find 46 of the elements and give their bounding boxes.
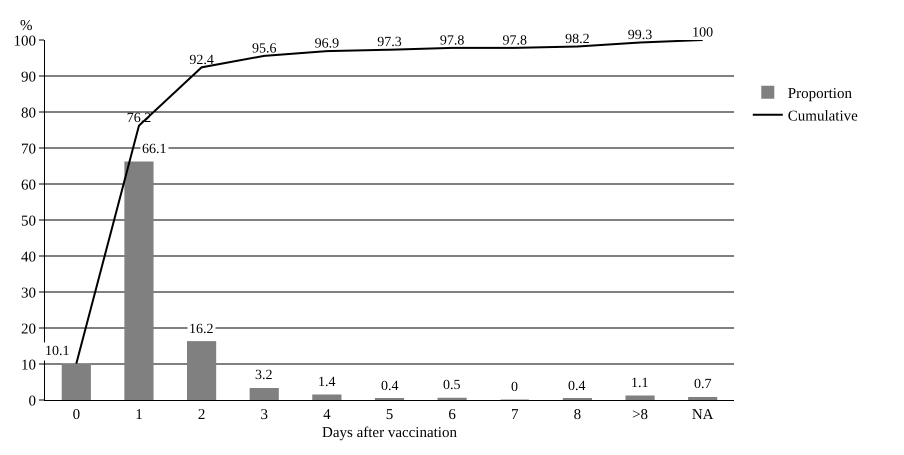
data-label: 1.4 bbox=[318, 375, 336, 390]
y-tick-label: 20 bbox=[21, 321, 36, 338]
data-label: 97.8 bbox=[502, 33, 528, 48]
y-tick-label: 100 bbox=[14, 33, 36, 50]
x-tick-label: 2 bbox=[198, 407, 206, 423]
x-tick-label: 0 bbox=[72, 407, 80, 423]
x-axis-title: Days after vaccination bbox=[322, 425, 458, 441]
x-tick-label: 6 bbox=[448, 407, 456, 423]
data-label: 16.2 bbox=[189, 322, 214, 337]
x-tick-label: 4 bbox=[323, 407, 332, 423]
data-label: 0.5 bbox=[443, 378, 460, 393]
x-tick-label: 5 bbox=[386, 407, 394, 423]
y-tick-label: 10 bbox=[21, 357, 36, 374]
data-label: 96.9 bbox=[314, 36, 340, 52]
data-label: 92.4 bbox=[189, 52, 214, 68]
y-axis-title: % bbox=[20, 18, 32, 34]
data-label: 97.8 bbox=[440, 33, 464, 48]
data-label: 99.3 bbox=[628, 28, 652, 44]
y-tick-label: 90 bbox=[21, 69, 36, 86]
y-tick-label: 50 bbox=[21, 213, 36, 230]
data-label: 10.1 bbox=[45, 344, 70, 359]
data-label: 100 bbox=[692, 26, 714, 40]
data-label: 98.2 bbox=[565, 32, 590, 47]
y-tick-label: 80 bbox=[21, 105, 36, 122]
y-tick-label: 30 bbox=[21, 285, 36, 302]
y-tick-label: 70 bbox=[21, 141, 36, 158]
data-label: 97.3 bbox=[377, 35, 402, 50]
x-tick-label: 8 bbox=[574, 407, 582, 423]
data-label: 0.7 bbox=[694, 377, 712, 392]
x-tick-label: NA bbox=[692, 407, 714, 423]
data-label: 95.6 bbox=[252, 41, 276, 56]
data-label: 0.4 bbox=[568, 379, 586, 394]
x-tick-label: 7 bbox=[511, 407, 520, 423]
x-tick-label: 1 bbox=[135, 407, 143, 423]
y-tick-label: 60 bbox=[21, 177, 36, 194]
data-label: 3.2 bbox=[255, 368, 272, 383]
data-label: 1.1 bbox=[631, 376, 648, 391]
y-tick-label: 0 bbox=[28, 393, 36, 410]
data-label: 66.1 bbox=[142, 142, 166, 157]
data-label: 0 bbox=[511, 380, 518, 395]
legend-label: Proportion bbox=[788, 86, 852, 102]
legend-label: Cumulative bbox=[788, 108, 858, 125]
y-tick-label: 40 bbox=[21, 249, 36, 266]
data-label: 0.4 bbox=[381, 379, 398, 394]
x-tick-label: 3 bbox=[260, 407, 268, 423]
x-tick-label: >8 bbox=[632, 407, 648, 423]
